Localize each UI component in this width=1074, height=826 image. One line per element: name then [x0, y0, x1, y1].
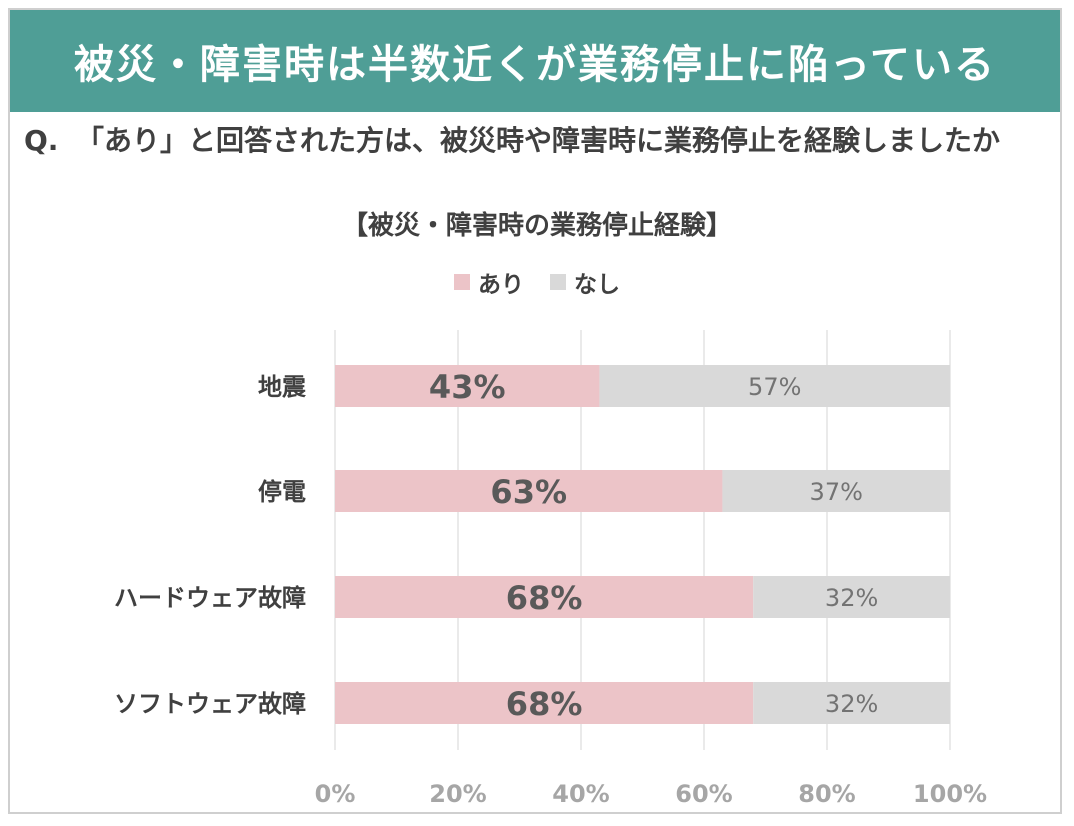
legend-swatch-ari [454, 274, 470, 290]
x-tick-label: 40% [552, 780, 609, 808]
chart-title: 【被災・障害時の業務停止経験】 [341, 211, 732, 241]
chart-legend: あり なし [10, 265, 1064, 299]
bar-ari [335, 576, 754, 618]
x-tick-label: 100% [913, 780, 987, 808]
x-tick-label: 20% [429, 780, 486, 808]
legend-item-nashi: なし [550, 265, 620, 299]
data-label-nashi: 32% [825, 690, 878, 718]
banner-title: 被災・障害時は半数近くが業務停止に陥っている [10, 10, 1060, 112]
category-label: 停電 [258, 478, 306, 506]
chart-frame: 被災・障害時は半数近くが業務停止に陥っている Q. 「あり」と回答された方は、被… [8, 8, 1062, 814]
data-label-ari: 43% [429, 368, 506, 406]
category-label: ソフトウェア故障 [114, 690, 306, 718]
bar-nashi [722, 470, 950, 512]
legend-label-nashi: なし [574, 272, 620, 298]
x-tick-label: 0% [315, 780, 356, 808]
data-label-nashi: 37% [810, 478, 863, 506]
question-text: 「あり」と回答された方は、被災時や障害時に業務停止を経験しましたか [76, 124, 1001, 157]
legend-label-ari: あり [478, 272, 524, 298]
bar-nashi [599, 365, 950, 407]
category-label: ハードウェア故障 [114, 584, 306, 612]
bar-nashi [753, 576, 950, 618]
data-label-ari: 68% [506, 685, 583, 723]
bar-ari [335, 682, 754, 724]
bar-chart-plot: 0% 20% 40% 60% 80% 100% 地震 43% 57% 停電 63% 37% ハードウェア… [114, 330, 987, 808]
category-label: 地震 [258, 373, 307, 401]
legend-item-ari: あり [454, 265, 524, 299]
legend-swatch-nashi [550, 274, 566, 290]
data-label-ari: 63% [490, 473, 567, 511]
bar-ari [335, 365, 600, 407]
x-tick-label: 80% [798, 780, 855, 808]
data-label-nashi: 57% [748, 373, 801, 401]
x-tick-label: 60% [675, 780, 732, 808]
question-prefix: Q. [24, 124, 59, 157]
data-label-ari: 68% [506, 579, 583, 617]
data-label-nashi: 32% [825, 584, 878, 612]
bar-nashi [753, 682, 950, 724]
bar-ari [335, 470, 723, 512]
